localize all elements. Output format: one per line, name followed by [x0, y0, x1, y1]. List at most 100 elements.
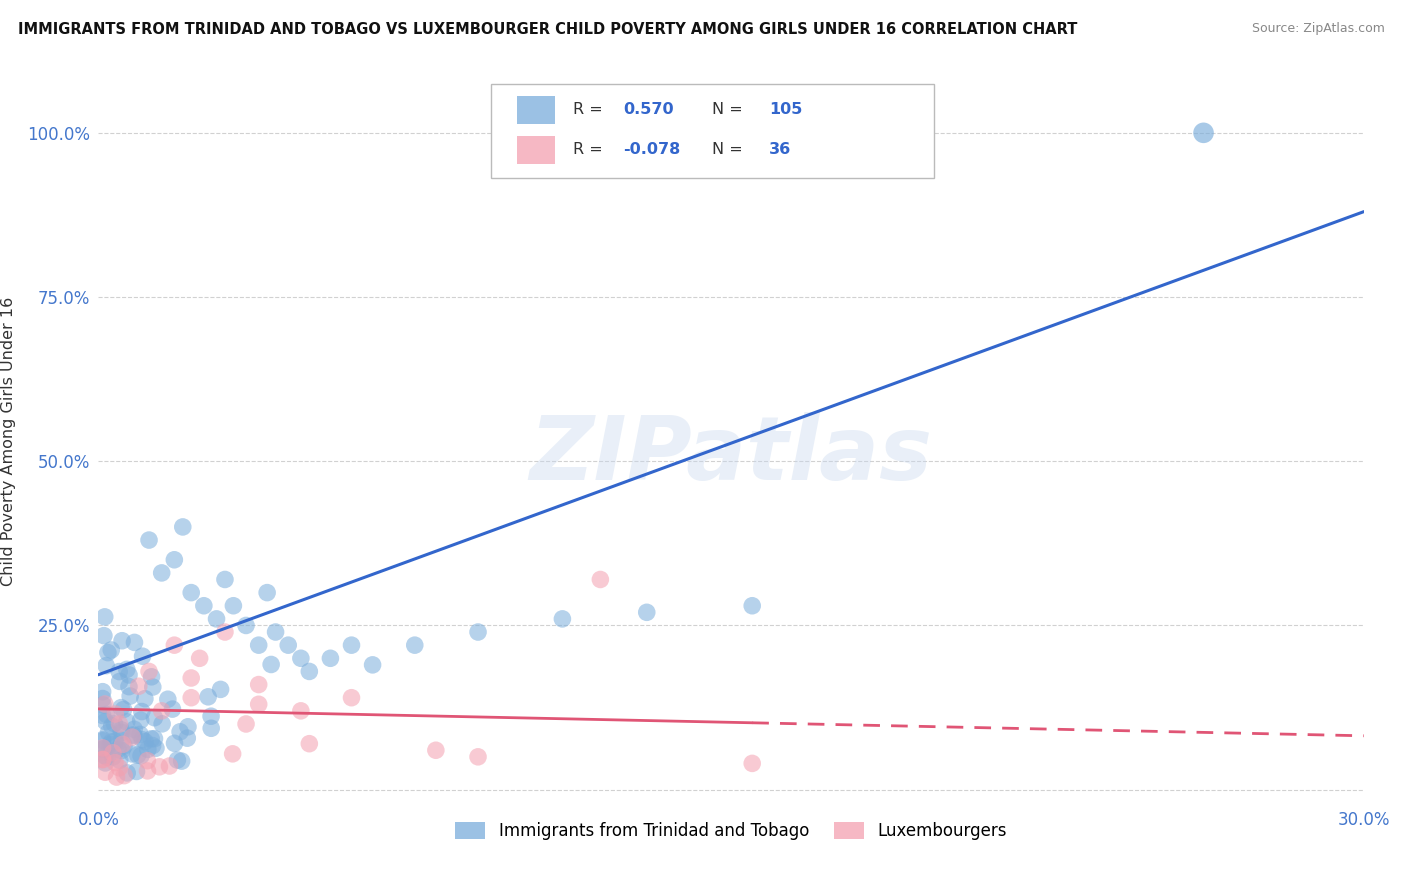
- Point: [97, 646, 120, 660]
- Point: [340, 638, 363, 652]
- Point: [277, 638, 299, 652]
- Point: [100, 719, 122, 733]
- Point: [134, 734, 156, 748]
- Point: [110, 723, 132, 737]
- Point: [200, 709, 222, 723]
- Point: [104, 756, 127, 770]
- Point: [136, 742, 159, 756]
- Point: [115, 714, 138, 729]
- Point: [145, 741, 167, 756]
- FancyBboxPatch shape: [517, 96, 555, 124]
- Legend: Immigrants from Trinidad and Tobago, Luxembourgers: Immigrants from Trinidad and Tobago, Lux…: [449, 815, 1014, 847]
- Point: [108, 753, 131, 767]
- Point: [122, 723, 145, 737]
- Point: [425, 743, 447, 757]
- Point: [260, 657, 283, 672]
- Point: [188, 651, 211, 665]
- Point: [138, 533, 160, 547]
- Point: [131, 732, 153, 747]
- Point: [636, 605, 658, 619]
- Text: -0.078: -0.078: [623, 142, 681, 157]
- Text: N =: N =: [711, 102, 742, 117]
- Point: [209, 682, 232, 697]
- FancyBboxPatch shape: [517, 136, 555, 164]
- Point: [129, 727, 152, 741]
- Point: [128, 679, 150, 693]
- Point: [180, 671, 202, 685]
- Point: [170, 754, 193, 768]
- Point: [91, 742, 114, 756]
- Point: [121, 747, 143, 761]
- Point: [142, 680, 165, 694]
- Point: [1192, 126, 1215, 140]
- Point: [112, 769, 135, 783]
- Point: [108, 674, 131, 689]
- Point: [100, 735, 122, 749]
- FancyBboxPatch shape: [491, 84, 934, 178]
- Point: [107, 742, 129, 756]
- Text: Source: ZipAtlas.com: Source: ZipAtlas.com: [1251, 22, 1385, 36]
- Point: [94, 697, 117, 711]
- Point: [467, 749, 489, 764]
- Point: [150, 717, 173, 731]
- Point: [111, 633, 134, 648]
- Point: [163, 638, 186, 652]
- Point: [91, 752, 114, 766]
- Point: [169, 724, 191, 739]
- Point: [172, 520, 194, 534]
- Point: [290, 651, 312, 665]
- Point: [125, 764, 148, 779]
- Point: [91, 684, 114, 698]
- Point: [221, 747, 243, 761]
- Point: [101, 750, 124, 764]
- Point: [166, 753, 188, 767]
- Point: [404, 638, 426, 652]
- Point: [91, 753, 114, 767]
- Point: [180, 585, 202, 599]
- Point: [93, 610, 115, 624]
- Point: [162, 702, 184, 716]
- Point: [96, 750, 118, 764]
- Point: [141, 670, 163, 684]
- Point: [94, 756, 117, 770]
- Point: [741, 599, 763, 613]
- Text: R =: R =: [574, 142, 603, 157]
- Point: [94, 765, 117, 780]
- Text: 105: 105: [769, 102, 803, 117]
- Point: [93, 629, 115, 643]
- Point: [105, 770, 128, 784]
- Point: [163, 553, 186, 567]
- Point: [108, 665, 131, 679]
- Point: [120, 689, 142, 703]
- Point: [94, 748, 117, 763]
- Point: [91, 732, 114, 747]
- Point: [121, 730, 143, 744]
- Point: [256, 585, 278, 599]
- Point: [148, 760, 170, 774]
- Point: [741, 756, 763, 771]
- Point: [176, 731, 198, 746]
- Point: [159, 759, 181, 773]
- Point: [290, 704, 312, 718]
- Point: [235, 618, 257, 632]
- Point: [142, 739, 165, 753]
- Point: [94, 658, 117, 673]
- Point: [129, 748, 152, 763]
- Point: [264, 625, 287, 640]
- Text: IMMIGRANTS FROM TRINIDAD AND TOBAGO VS LUXEMBOURGER CHILD POVERTY AMONG GIRLS UN: IMMIGRANTS FROM TRINIDAD AND TOBAGO VS L…: [18, 22, 1077, 37]
- Point: [110, 733, 132, 747]
- Point: [136, 754, 159, 768]
- Point: [91, 691, 114, 706]
- Point: [319, 651, 342, 665]
- Point: [143, 711, 166, 725]
- Point: [112, 739, 135, 753]
- Text: R =: R =: [574, 102, 603, 117]
- Point: [118, 680, 141, 694]
- Point: [122, 729, 145, 743]
- Point: [104, 734, 127, 748]
- Point: [247, 677, 270, 691]
- Point: [97, 725, 120, 739]
- Point: [103, 716, 125, 731]
- Point: [222, 599, 245, 613]
- Point: [93, 741, 115, 756]
